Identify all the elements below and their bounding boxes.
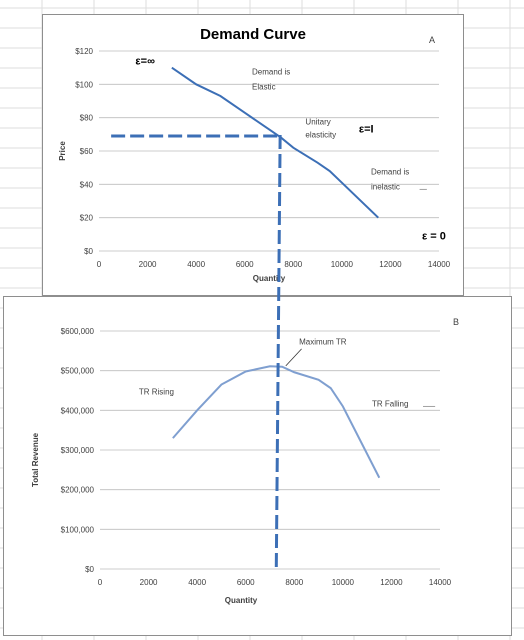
annotation-text: Demand is <box>371 167 409 176</box>
chart-title: Demand Curve <box>200 26 306 43</box>
y-tick-label: $300,000 <box>61 446 95 455</box>
max-tr-pointer <box>285 348 302 367</box>
annotation-text: Demand is <box>252 67 290 76</box>
panel-label: B <box>453 317 459 327</box>
annotation-text: elasticity <box>305 131 336 140</box>
y-tick-label: $500,000 <box>61 367 95 376</box>
x-tick-label: 0 <box>97 260 102 269</box>
x-tick-label: 8000 <box>285 578 303 587</box>
y-tick-label: $0 <box>85 565 94 574</box>
x-tick-label: 4000 <box>187 260 205 269</box>
y-tick-label: $100,000 <box>61 525 95 534</box>
x-tick-label: 6000 <box>237 578 255 587</box>
y-axis-label: Price <box>58 141 67 161</box>
y-tick-label: $0 <box>84 247 93 256</box>
y-tick-label: $80 <box>80 114 94 123</box>
unitary-quantity-dashed-line <box>274 134 282 569</box>
y-tick-label: $100 <box>75 80 93 89</box>
annotation-text: inelastic <box>371 182 400 191</box>
x-tick-label: 10000 <box>332 578 355 587</box>
x-tick-label: 10000 <box>331 260 354 269</box>
demand-curve-plot: Demand Curve A $0 $20 $40 $60 $80 $100 $120 0 2000… <box>58 26 451 283</box>
annotation-text: TR Rising <box>139 387 174 396</box>
x-axis-label: Quantity <box>253 274 286 283</box>
demand-curve-chart[interactable]: Demand Curve A $0 $20 $40 $60 $80 $100 $120 0 2000… <box>42 14 464 296</box>
y-tick-label: $200,000 <box>61 486 95 495</box>
x-tick-label: 2000 <box>140 578 158 587</box>
y-tick-label: $120 <box>75 47 93 56</box>
y-tick-label: $600,000 <box>61 327 95 336</box>
annotation-text: ε = 0 <box>422 230 446 242</box>
y-tick-label: $40 <box>80 180 94 189</box>
x-tick-label: 4000 <box>188 578 206 587</box>
x-tick-label: 8000 <box>284 260 302 269</box>
x-tick-label: 14000 <box>428 260 451 269</box>
y-tick-label: $20 <box>80 214 94 223</box>
x-tick-label: 6000 <box>236 260 254 269</box>
y-axis-label: Total Revenue <box>31 432 40 487</box>
annotation-text: ε=I <box>359 124 374 136</box>
y-tick-label: $60 <box>80 147 94 156</box>
annotation-text: Maximum TR <box>299 337 347 346</box>
annotation-text: Elastic <box>252 82 276 91</box>
total-revenue-chart[interactable]: B $0 $100,000 $200,000 $300,000 $400,000 $500,… <box>3 296 512 636</box>
x-tick-label: 2000 <box>139 260 157 269</box>
y-tick-label: $400,000 <box>61 406 95 415</box>
annotation-text: Unitary <box>305 117 330 126</box>
x-tick-label: 12000 <box>379 260 402 269</box>
x-tick-label: 14000 <box>429 578 452 587</box>
x-axis-label: Quantity <box>225 596 258 605</box>
panel-label: A <box>429 35 435 45</box>
x-tick-label: 12000 <box>380 578 403 587</box>
total-revenue-plot: B $0 $100,000 $200,000 $300,000 $400,000 $500,… <box>31 317 459 605</box>
x-tick-label: 0 <box>98 578 103 587</box>
annotation-text: TR Falling <box>372 399 408 408</box>
annotation-text: ε=∞ <box>135 55 155 67</box>
